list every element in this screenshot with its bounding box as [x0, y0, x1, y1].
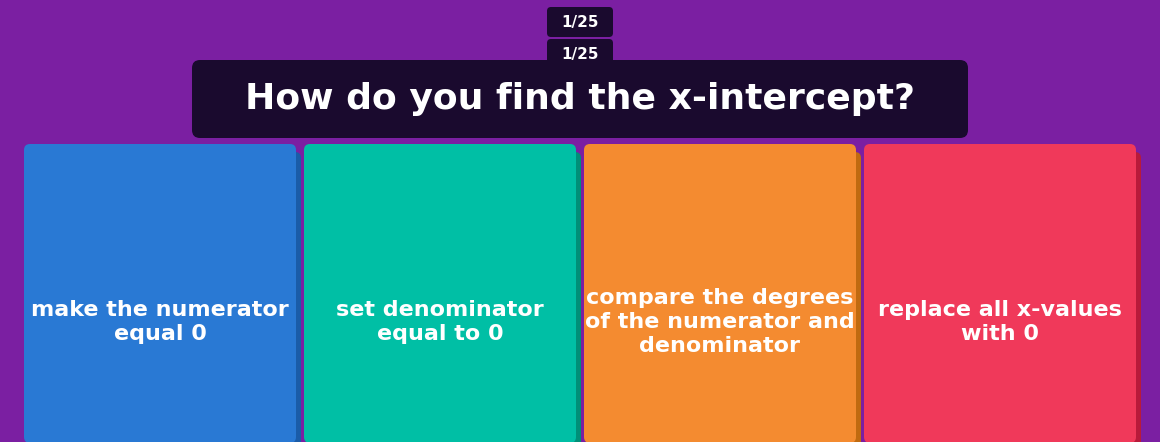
Text: equal to 0: equal to 0: [377, 324, 503, 344]
Text: of the numerator and: of the numerator and: [585, 312, 855, 332]
Text: How do you find the x-intercept?: How do you find the x-intercept?: [245, 82, 915, 116]
Text: equal 0: equal 0: [114, 324, 206, 344]
FancyBboxPatch shape: [583, 144, 856, 442]
FancyBboxPatch shape: [589, 152, 861, 442]
FancyBboxPatch shape: [29, 152, 300, 442]
FancyBboxPatch shape: [304, 144, 577, 442]
Text: compare the degrees: compare the degrees: [586, 288, 854, 308]
Text: with 0: with 0: [960, 324, 1039, 344]
Text: 1/25: 1/25: [561, 46, 599, 61]
FancyBboxPatch shape: [864, 144, 1136, 442]
Text: set denominator: set denominator: [336, 300, 544, 320]
FancyBboxPatch shape: [24, 144, 296, 442]
Text: make the numerator: make the numerator: [31, 300, 289, 320]
FancyBboxPatch shape: [193, 60, 967, 138]
FancyBboxPatch shape: [869, 152, 1141, 442]
Text: 1/25: 1/25: [561, 15, 599, 30]
FancyBboxPatch shape: [548, 7, 612, 37]
FancyBboxPatch shape: [548, 39, 612, 69]
FancyBboxPatch shape: [309, 152, 581, 442]
Text: denominator: denominator: [639, 336, 800, 356]
Text: replace all x-values: replace all x-values: [878, 300, 1122, 320]
